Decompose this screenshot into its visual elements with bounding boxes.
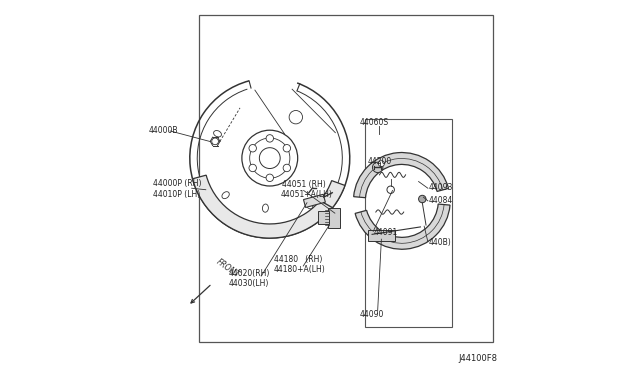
- Text: 44200: 44200: [367, 157, 392, 166]
- Text: 44020(RH): 44020(RH): [229, 269, 270, 278]
- Text: 44091: 44091: [374, 228, 398, 237]
- FancyBboxPatch shape: [367, 230, 395, 241]
- Polygon shape: [303, 194, 325, 208]
- Ellipse shape: [222, 192, 229, 199]
- Circle shape: [249, 144, 257, 152]
- Circle shape: [283, 144, 291, 152]
- Wedge shape: [354, 153, 449, 198]
- Circle shape: [289, 110, 303, 124]
- Circle shape: [259, 148, 280, 169]
- FancyBboxPatch shape: [328, 208, 340, 228]
- Wedge shape: [355, 204, 450, 249]
- Text: 44180+A(LH): 44180+A(LH): [273, 265, 325, 274]
- Ellipse shape: [262, 204, 268, 212]
- Circle shape: [387, 186, 394, 193]
- Text: 44060S: 44060S: [360, 118, 388, 126]
- Text: 44084: 44084: [429, 196, 453, 205]
- Text: FRONT: FRONT: [215, 257, 241, 280]
- Ellipse shape: [306, 202, 313, 209]
- Bar: [199, 15, 493, 342]
- Wedge shape: [193, 175, 345, 238]
- Text: 44030(LH): 44030(LH): [229, 279, 269, 288]
- Circle shape: [283, 164, 291, 171]
- Circle shape: [378, 161, 385, 167]
- Text: 44051 (RH): 44051 (RH): [282, 180, 326, 189]
- Circle shape: [250, 138, 290, 178]
- Circle shape: [372, 162, 383, 173]
- Ellipse shape: [214, 131, 221, 137]
- Circle shape: [419, 195, 426, 203]
- Text: 44051+A(LH): 44051+A(LH): [280, 190, 332, 199]
- Circle shape: [212, 138, 218, 145]
- Bar: [365, 119, 452, 327]
- Text: J44100F8: J44100F8: [458, 354, 497, 363]
- Text: 44093: 44093: [429, 183, 453, 192]
- Text: 440B): 440B): [429, 238, 452, 247]
- Circle shape: [249, 164, 257, 171]
- Circle shape: [242, 130, 298, 186]
- Text: 44000P (RH): 44000P (RH): [154, 179, 202, 188]
- Circle shape: [266, 135, 273, 142]
- Text: 44180   (RH): 44180 (RH): [273, 255, 322, 264]
- Circle shape: [266, 174, 273, 182]
- FancyBboxPatch shape: [318, 211, 330, 224]
- Text: 44010P (LH): 44010P (LH): [154, 190, 200, 199]
- Text: 44090: 44090: [360, 310, 384, 319]
- Text: 44000B: 44000B: [149, 126, 179, 135]
